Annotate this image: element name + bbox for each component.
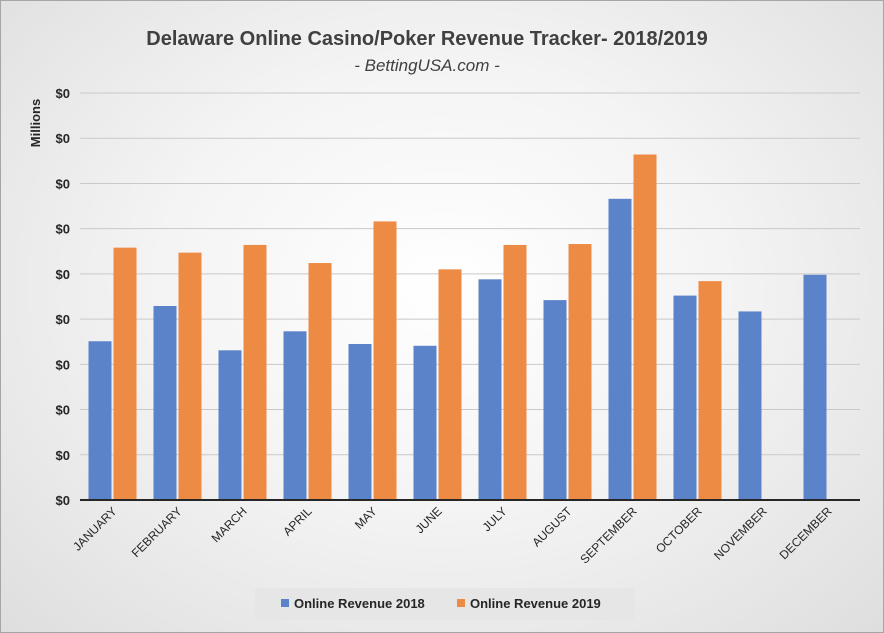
- legend-swatch-2018: [281, 599, 289, 607]
- x-tick-label-june: JUNE: [413, 504, 445, 536]
- y-tick-label: $0: [56, 357, 70, 372]
- x-tick-label-december: DECEMBER: [777, 504, 835, 562]
- y-tick-labels: $0 $0 $0 $0 $0 $0 $0 $0 $0 $0: [56, 86, 70, 508]
- legend-background: [255, 588, 635, 620]
- bar-2018-november: [738, 311, 762, 500]
- x-tick-label-february: FEBRUARY: [129, 504, 185, 560]
- bar-2018-may: [348, 343, 372, 500]
- y-tick-label: $0: [56, 448, 70, 463]
- bar-2018-december: [803, 274, 827, 500]
- y-tick-label: $0: [56, 131, 70, 146]
- bar-2019-july: [503, 244, 527, 500]
- bar-2019-february: [178, 252, 202, 500]
- bar-2019-january: [113, 247, 137, 500]
- bar-2018-march: [218, 350, 242, 500]
- y-axis-label: Millions: [28, 99, 43, 147]
- bars: [80, 154, 860, 501]
- bar-2018-october: [673, 295, 697, 500]
- legend-label-2018: Online Revenue 2018: [294, 596, 425, 611]
- gridlines: [80, 92, 860, 456]
- bar-2019-april: [308, 263, 332, 500]
- legend: Online Revenue 2018 Online Revenue 2019: [255, 588, 635, 620]
- y-tick-label: $0: [56, 222, 70, 237]
- x-tick-label-october: OCTOBER: [653, 504, 705, 556]
- legend-swatch-2019: [457, 599, 465, 607]
- x-tick-label-september: SEPTEMBER: [577, 504, 639, 566]
- x-tick-label-april: APRIL: [280, 504, 315, 539]
- x-tick-label-august: AUGUST: [529, 504, 575, 550]
- chart-title: Delaware Online Casino/Poker Revenue Tra…: [146, 28, 707, 50]
- bar-2019-october: [698, 281, 722, 500]
- y-tick-label: $0: [56, 493, 70, 508]
- y-tick-label: $0: [56, 86, 70, 101]
- x-tick-label-july: JULY: [480, 504, 510, 534]
- bar-2019-march: [243, 244, 267, 500]
- bar-2018-june: [413, 345, 437, 500]
- bar-2018-august: [543, 300, 567, 500]
- y-tick-label: $0: [56, 403, 70, 418]
- y-tick-label: $0: [56, 176, 70, 191]
- bar-2019-june: [438, 269, 462, 500]
- x-tick-label-november: NOVEMBER: [711, 504, 770, 563]
- x-tick-label-march: MARCH: [209, 504, 250, 545]
- bar-2018-september: [608, 198, 632, 500]
- bar-2019-august: [568, 244, 592, 500]
- y-tick-label: $0: [56, 312, 70, 327]
- x-tick-labels: JANUARY FEBRUARY MARCH APRIL MAY JUNE JULY AUGU…: [70, 504, 835, 567]
- x-tick-label-may: MAY: [352, 504, 380, 532]
- chart-subtitle: - BettingUSA.com -: [354, 56, 500, 75]
- bar-2019-september: [633, 154, 657, 500]
- bar-2018-january: [88, 341, 112, 500]
- legend-label-2019: Online Revenue 2019: [470, 596, 601, 611]
- bar-2018-april: [283, 331, 307, 500]
- bar-2018-february: [153, 305, 177, 500]
- y-tick-label: $0: [56, 267, 70, 282]
- bar-2018-july: [478, 279, 502, 500]
- x-tick-label-january: JANUARY: [70, 504, 119, 553]
- bar-2019-may: [373, 221, 397, 501]
